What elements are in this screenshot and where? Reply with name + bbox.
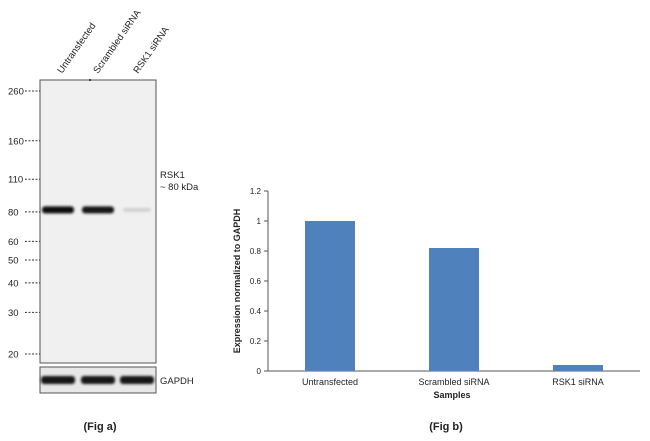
x-tick-label: Untransfected bbox=[302, 377, 358, 387]
x-axis-tick-labels: Untransfected Scrambled siRNA RSK1 siRNA bbox=[302, 377, 604, 387]
target-band bbox=[42, 206, 74, 214]
loading-control-bands bbox=[41, 376, 154, 384]
bar bbox=[553, 365, 603, 371]
target-band bbox=[123, 207, 151, 212]
target-bands bbox=[42, 206, 151, 214]
mw-marker-label: 30 bbox=[8, 308, 19, 319]
lane-labels: Untransfected Scrambled siRNA RSK1 siRNA bbox=[55, 7, 172, 75]
lane-label-rsk1: RSK1 siRNA bbox=[131, 24, 172, 75]
y-tick-label: 0.8 bbox=[250, 247, 262, 256]
mw-marker-label: 110 bbox=[8, 175, 23, 186]
target-band bbox=[82, 206, 114, 214]
y-tick-label: 0.6 bbox=[250, 277, 262, 286]
y-tick-label: 0.2 bbox=[250, 337, 262, 346]
x-axis-title: Samples bbox=[433, 390, 470, 400]
x-tick-label: Scrambled siRNA bbox=[418, 377, 489, 387]
y-tick-label: 1 bbox=[257, 217, 262, 226]
target-label: RSK1 bbox=[160, 170, 185, 181]
mw-marker-label: 60 bbox=[8, 237, 19, 248]
y-axis-ticks: 0 0.2 0.4 0.6 0.8 1 1.2 bbox=[250, 187, 268, 376]
y-tick-label: 0 bbox=[257, 367, 262, 376]
mw-marker-label: 50 bbox=[8, 256, 19, 267]
gapdh-band bbox=[41, 376, 75, 384]
loading-control-label: GAPDH bbox=[160, 376, 194, 387]
fig-a-caption: (Fig a) bbox=[84, 421, 117, 433]
x-tick-label: RSK1 siRNA bbox=[552, 377, 604, 387]
gapdh-band bbox=[120, 376, 154, 384]
blot-membrane bbox=[39, 79, 157, 364]
western-blot-panel: Untransfected Scrambled siRNA RSK1 siRNA… bbox=[8, 7, 199, 433]
blot-speck bbox=[88, 78, 92, 82]
bar-chart-panel: Expression normalized to GAPDH 0 0.2 0.4 0.… bbox=[232, 187, 640, 433]
y-axis-title: Expression normalized to GAPDH bbox=[232, 209, 242, 354]
y-tick-label: 0.4 bbox=[250, 307, 262, 316]
mw-marker-label: 40 bbox=[8, 278, 19, 289]
molecular-weight-markers: 260 160 110 80 60 50 40 30 20 bbox=[8, 87, 40, 361]
mw-marker-label: 160 bbox=[8, 136, 24, 147]
y-tick-label: 1.2 bbox=[250, 187, 262, 196]
bar bbox=[305, 221, 355, 371]
bar bbox=[429, 248, 479, 371]
gapdh-band bbox=[81, 376, 115, 384]
fig-b-caption: (Fig b) bbox=[429, 421, 463, 433]
mw-marker-label: 260 bbox=[8, 87, 24, 98]
mw-marker-label: 20 bbox=[8, 350, 19, 361]
target-size-label: ~ 80 kDa bbox=[160, 182, 199, 193]
bars bbox=[305, 221, 603, 371]
mw-marker-label: 80 bbox=[8, 207, 19, 218]
